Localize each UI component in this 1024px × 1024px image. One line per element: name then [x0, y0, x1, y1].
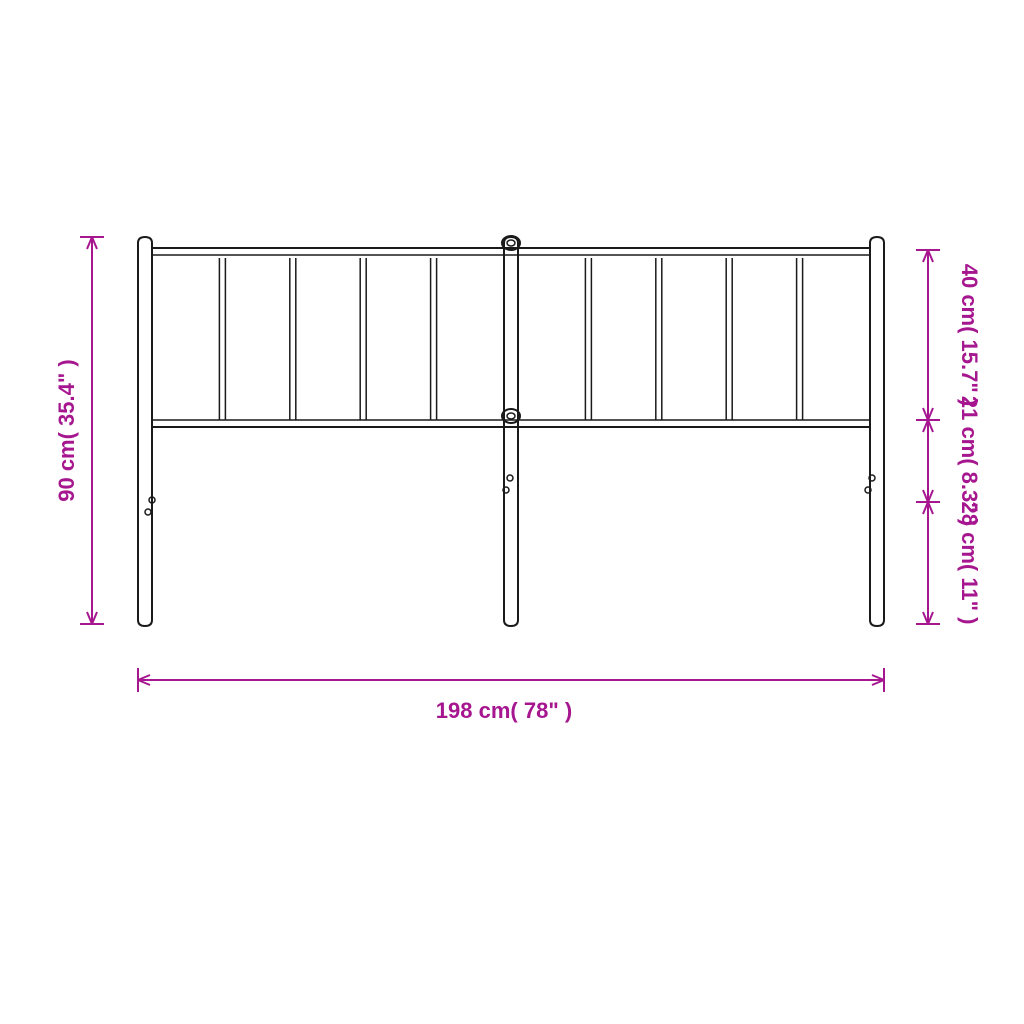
- dimensions-seg3-label-label: 28 cm( 11" ): [957, 502, 982, 625]
- dimensions-seg1-label-label: 40 cm( 15.7" ): [957, 264, 982, 407]
- width-dimension-label: 198 cm( 78" ): [436, 698, 572, 723]
- height-dimension-label: 90 cm( 35.4" ): [54, 359, 79, 502]
